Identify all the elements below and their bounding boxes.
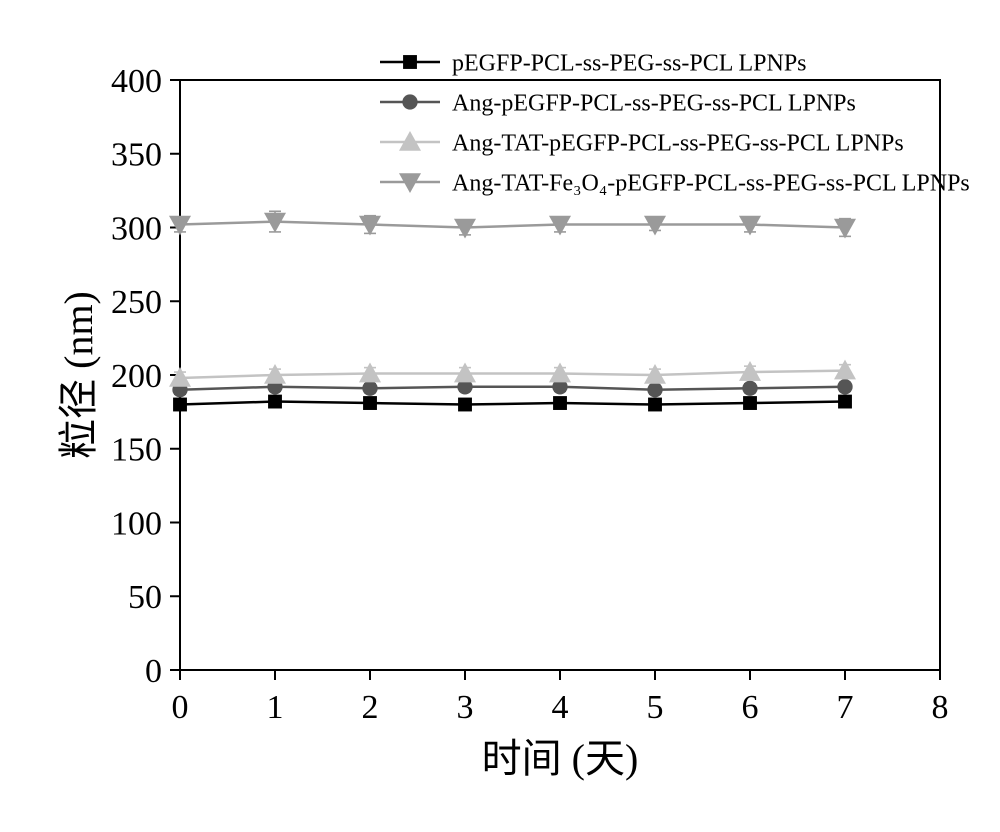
svg-text:2: 2 — [362, 689, 379, 726]
svg-text:粒径 (nm): 粒径 (nm) — [56, 291, 101, 459]
svg-text:400: 400 — [111, 63, 162, 100]
svg-text:50: 50 — [128, 579, 162, 616]
svg-text:7: 7 — [837, 689, 854, 726]
svg-text:5: 5 — [647, 689, 664, 726]
particle-size-chart: 0 1 2 3 4 5 6 7 8 0 50 100 150 200 250 300 350 400 时间 (天) 粒… — [20, 20, 1000, 812]
chart-container: 0 1 2 3 4 5 6 7 8 0 50 100 150 200 250 300 350 400 时间 (天) 粒… — [20, 20, 1000, 812]
svg-text:100: 100 — [111, 505, 162, 542]
svg-text:Ang-TAT-Fe₃O₄-pEGFP-PCL-ss-PEG: Ang-TAT-Fe₃O₄-pEGFP-PCL-ss-PEG-ss-PCL LP… — [452, 170, 970, 196]
legend-entry: Ang-TAT-pEGFP-PCL-ss-PEG-ss-PCL LPNPs — [380, 130, 904, 156]
svg-text:200: 200 — [111, 358, 162, 395]
svg-text:Ang-TAT-pEGFP-PCL-ss-PEG-ss-PC: Ang-TAT-pEGFP-PCL-ss-PEG-ss-PCL LPNPs — [452, 130, 904, 156]
svg-text:300: 300 — [111, 210, 162, 247]
legend-entry: Ang-pEGFP-PCL-ss-PEG-ss-PCL LPNPs — [380, 90, 856, 116]
svg-text:1: 1 — [267, 689, 284, 726]
legend-entry: Ang-TAT-Fe₃O₄-pEGFP-PCL-ss-PEG-ss-PCL LP… — [380, 170, 970, 196]
svg-text:3: 3 — [457, 689, 474, 726]
svg-text:150: 150 — [111, 432, 162, 469]
svg-text:8: 8 — [932, 689, 949, 726]
svg-text:350: 350 — [111, 137, 162, 174]
svg-text:0: 0 — [145, 653, 162, 690]
svg-text:250: 250 — [111, 284, 162, 321]
svg-text:0: 0 — [172, 689, 189, 726]
svg-text:Ang-pEGFP-PCL-ss-PEG-ss-PCL LP: Ang-pEGFP-PCL-ss-PEG-ss-PCL LPNPs — [452, 90, 856, 116]
svg-text:4: 4 — [552, 689, 569, 726]
svg-text:pEGFP-PCL-ss-PEG-ss-PCL LPNPs: pEGFP-PCL-ss-PEG-ss-PCL LPNPs — [452, 50, 807, 76]
svg-text:6: 6 — [742, 689, 759, 726]
svg-text:时间 (天): 时间 (天) — [482, 736, 639, 781]
